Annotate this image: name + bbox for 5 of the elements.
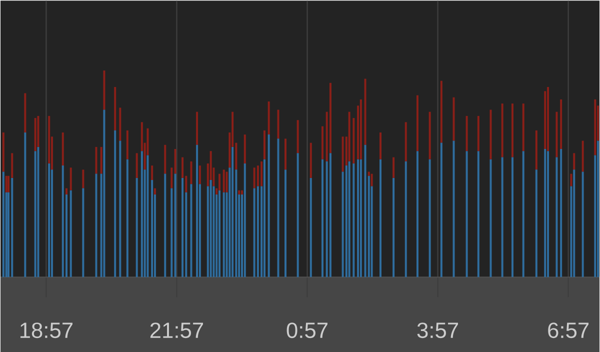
x-tick-label: 3:57	[417, 322, 458, 338]
x-tick-label: 6:57	[548, 322, 589, 338]
x-tick-label: 21:57	[150, 322, 203, 338]
x-tick-label: 0:57	[286, 322, 328, 338]
x-tick-label: 18:57	[20, 322, 72, 338]
